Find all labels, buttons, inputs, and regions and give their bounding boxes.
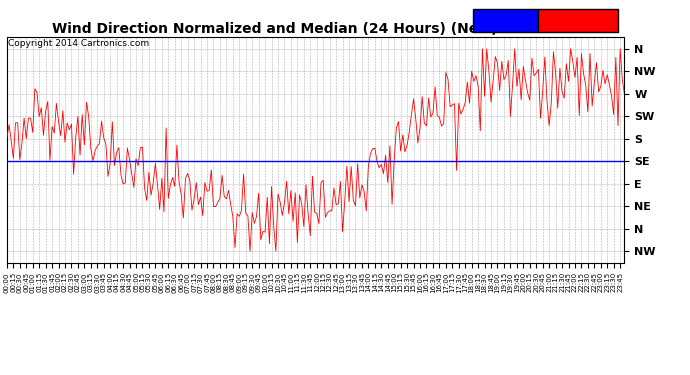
Text: Average: Average <box>476 16 518 25</box>
Text: Copyright 2014 Cartronics.com: Copyright 2014 Cartronics.com <box>8 39 150 48</box>
Title: Wind Direction Normalized and Median (24 Hours) (New) 20140220: Wind Direction Normalized and Median (24… <box>52 22 580 36</box>
Text: Direction: Direction <box>542 16 589 25</box>
